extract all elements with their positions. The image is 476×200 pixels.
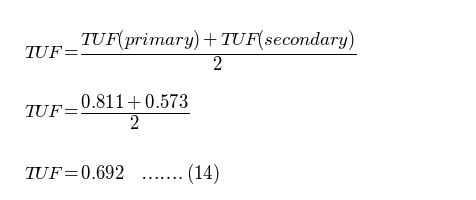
Text: $TUF = 0.692 \quad \ldots\ldots.(14)$: $TUF = 0.692 \quad \ldots\ldots.(14)$: [24, 162, 219, 186]
Text: $TUF = \dfrac{0.811 + 0.573}{2}$: $TUF = \dfrac{0.811 + 0.573}{2}$: [24, 92, 189, 132]
Text: $TUF = \dfrac{TUF(primary) + TUF(secondary)}{2}$: $TUF = \dfrac{TUF(primary) + TUF(seconda…: [24, 27, 356, 73]
